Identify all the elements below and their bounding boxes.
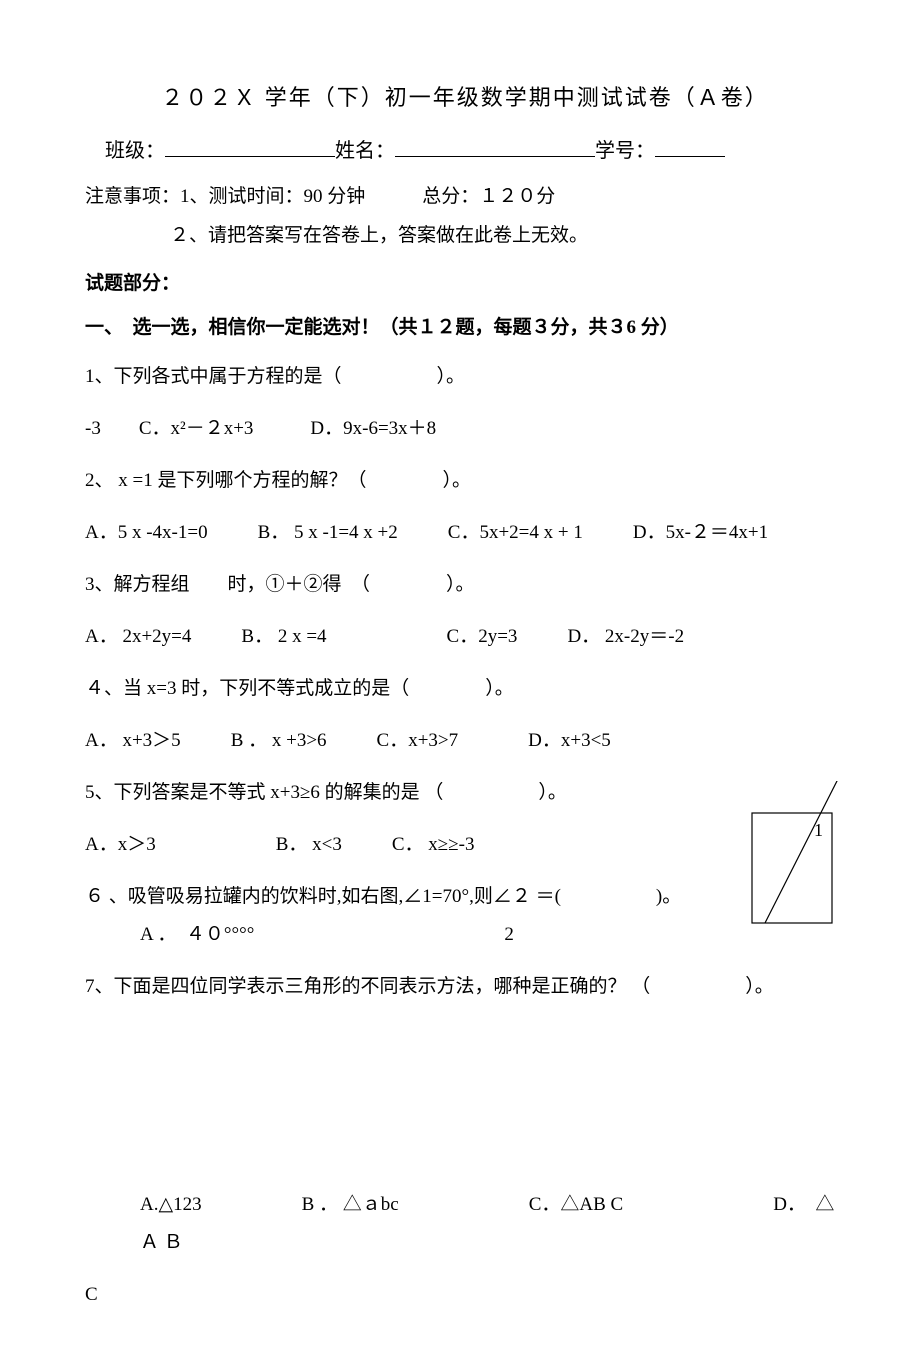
q7-tail: C bbox=[85, 1276, 845, 1314]
student-info-row: 班级： 姓名： 学号： bbox=[85, 135, 845, 167]
straw-can-diagram: 1 bbox=[750, 781, 845, 940]
q7-options: A.△123 B ． △ａbc C．△AB CD． △Ａ Ｂ bbox=[85, 1186, 845, 1262]
q4-stem: ４、当 x=3 时，下列不等式成立的是（ ）。 bbox=[85, 670, 845, 708]
q4-opt-b: B ． x +3>6 bbox=[231, 730, 327, 751]
q5-options: A．x＞3 B． x<3 C． x≥≥-3 bbox=[85, 826, 845, 864]
q7-opt-c: C．△AB C bbox=[529, 1194, 624, 1215]
id-blank bbox=[655, 135, 725, 157]
q4-opt-a: A． x+3＞5 bbox=[85, 730, 181, 751]
q4-options: A． x+3＞5 B ． x +3>6 C．x+3>7 D．x+3<5 bbox=[85, 722, 845, 760]
q1-options: -3 C．x²－２x+3 D．9x-6=3x＋8 bbox=[85, 410, 845, 448]
exam-title: ２０２Ｘ 学年（下）初一年级数学期中测试试卷（Ａ卷） bbox=[85, 80, 845, 115]
diagram-svg: 1 bbox=[750, 781, 845, 931]
q7-opt-a: A.△123 bbox=[140, 1194, 202, 1215]
q3-stem: 3、解方程组 时，①＋②得 （ ）。 bbox=[85, 566, 845, 604]
q2-opt-b: B． 5 x -1=4 x +2 bbox=[258, 522, 398, 543]
q2-options: A．5 x -4x-1=0 B． 5 x -1=4 x +2 C．5x+2=4 x … bbox=[85, 514, 845, 552]
q7-opt-b: B ． △ａbc bbox=[302, 1194, 399, 1215]
q6-stem: ６ 、吸管吸易拉罐内的饮料时,如右图,∠1=70°,则∠２ ＝( )。 bbox=[85, 878, 845, 916]
q3-opt-a: A． 2x+2y=4 bbox=[85, 626, 191, 647]
q2-stem: 2、 x =1 是下列哪个方程的解？（ ）。 bbox=[85, 462, 845, 500]
q4-opt-d: D．x+3<5 bbox=[528, 730, 611, 751]
class-blank bbox=[165, 135, 335, 157]
q5-opt-c: C． x≥≥-3 bbox=[392, 834, 475, 855]
q4-opt-c: C．x+3>7 bbox=[377, 730, 459, 751]
q3-opt-b: B． 2 x =4 bbox=[241, 626, 326, 647]
name-blank bbox=[395, 135, 595, 157]
q6-right-num: 2 bbox=[504, 924, 514, 945]
q6-opt-a: A ． ４０°°°° bbox=[140, 924, 254, 945]
q3-opt-c: C．2y=3 bbox=[447, 626, 518, 647]
q2-opt-a: A．5 x -4x-1=0 bbox=[85, 522, 208, 543]
q7-stem: 7、下面是四位同学表示三角形的不同表示方法，哪种是正确的？ （ ）。 bbox=[85, 968, 845, 1006]
notice-line-2: ２、请把答案写在答卷上，答案做在此卷上无效。 bbox=[85, 221, 845, 251]
q3-options: A． 2x+2y=4 B． 2 x =4 C．2y=3 D． 2x-2y＝-2 bbox=[85, 618, 845, 656]
section-part-label: 试题部分： bbox=[85, 269, 845, 299]
id-label: 学号： bbox=[595, 140, 655, 162]
name-label: 姓名： bbox=[335, 140, 395, 162]
q5-opt-b: B． x<3 bbox=[276, 834, 342, 855]
diagram-label-1: 1 bbox=[814, 820, 823, 840]
section-1-header: 一、 选一选，相信你一定能选对！（共１２题，每题３分，共３6 分） bbox=[85, 313, 845, 343]
q7-opt-d: D． △Ａ Ｂ bbox=[140, 1194, 834, 1253]
q5-opt-a: A．x＞3 bbox=[85, 834, 156, 855]
class-label: 班级： bbox=[105, 140, 165, 162]
q6-options: A ． ４０°°°° 2 bbox=[85, 916, 845, 954]
q2-opt-d: D．5x-２＝4x+1 bbox=[633, 522, 768, 543]
q5-stem: 5、下列答案是不等式 x+3≥6 的解集的是 （ ）。 bbox=[85, 774, 845, 812]
q2-opt-c: C．5x+2=4 x + 1 bbox=[448, 522, 583, 543]
notice-line-1: 注意事项：1、测试时间：90 分钟 总分：１２０分 bbox=[85, 182, 845, 212]
q1-stem: 1、下列各式中属于方程的是（ ）。 bbox=[85, 358, 845, 396]
q3-opt-d: D． 2x-2y＝-2 bbox=[567, 626, 684, 647]
